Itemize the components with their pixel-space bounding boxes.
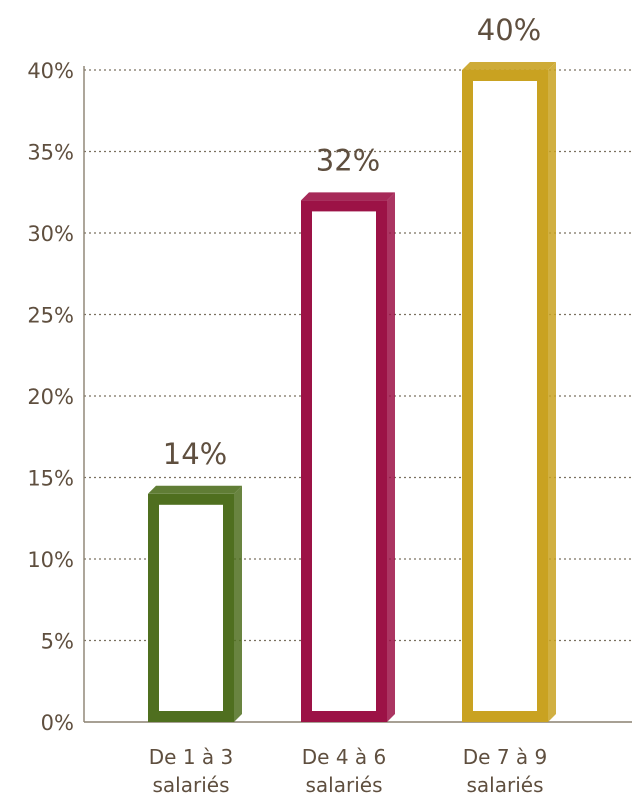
x-tick-label-line: salariés [467,773,544,797]
x-tick-label: De 7 à 9 salariés [463,745,547,797]
bar-top [462,62,556,70]
bar [148,485,242,722]
bar [301,192,395,722]
y-tick-labels: 0% 5% 10% 15% 20% 25% 30% 35% 40% [27,59,74,735]
bar-top [301,192,395,201]
data-label: 14% [163,437,227,471]
y-tick-label: 0% [41,711,74,735]
x-tick-label: De 4 à 6 salariés [302,745,386,797]
bar-front [301,200,387,722]
y-tick-label: 10% [27,548,74,572]
bars [148,62,556,722]
y-tick-label: 35% [27,141,74,165]
x-tick-label-line: De 4 à 6 [302,745,386,769]
data-label: 40% [477,13,541,47]
data-labels: 14% 32% 40% [163,13,541,471]
y-tick-label: 25% [27,304,74,328]
bar-front [148,493,234,722]
bar-side [548,62,556,722]
bar-top [148,485,242,494]
data-label: 32% [316,143,380,177]
y-tick-label: 15% [27,467,74,491]
x-tick-label-line: salariés [306,773,383,797]
x-tick-label-line: salariés [153,773,230,797]
x-tick-label-line: De 1 à 3 [149,745,233,769]
y-tick-label: 20% [27,385,74,409]
bar-side [387,192,395,722]
y-tick-label: 40% [27,59,74,83]
bar-side [234,485,242,722]
x-tick-label-line: De 7 à 9 [463,745,547,769]
bar [462,62,556,722]
y-tick-label: 30% [27,222,74,246]
y-tick-label: 5% [41,630,74,654]
x-tick-label: De 1 à 3 salariés [149,745,233,797]
bar-front [462,70,548,722]
